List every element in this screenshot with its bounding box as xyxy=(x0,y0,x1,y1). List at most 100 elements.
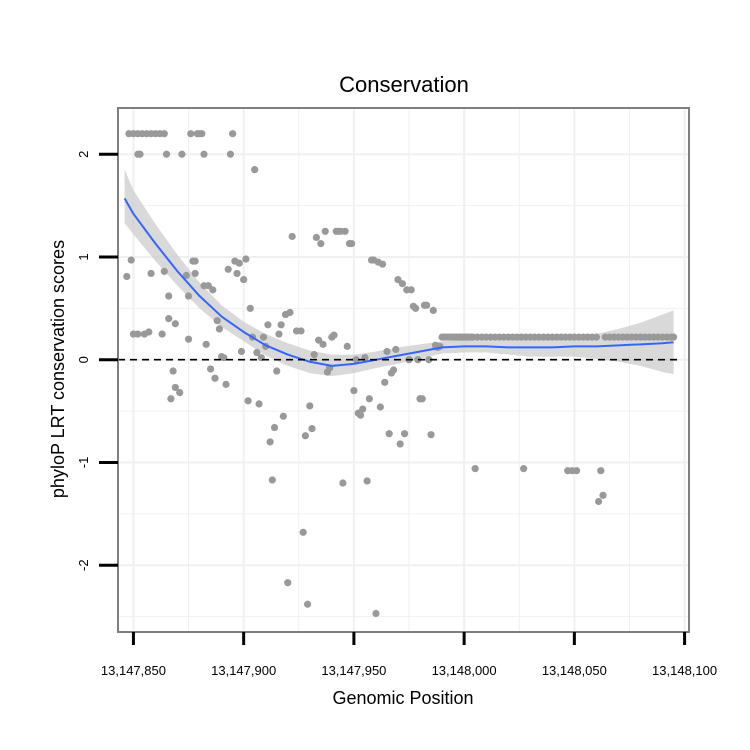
data-point xyxy=(184,292,193,300)
data-point xyxy=(268,476,276,484)
data-point xyxy=(209,286,217,294)
data-point xyxy=(319,340,327,348)
data-point xyxy=(147,269,155,278)
data-point xyxy=(171,383,179,392)
data-point xyxy=(339,479,347,487)
x-axis: 13,147,850 13,147,900 13,147,950 13,148,000… xyxy=(101,632,717,678)
data-point xyxy=(423,301,431,309)
data-point xyxy=(255,400,263,408)
data-point xyxy=(259,333,268,341)
data-point xyxy=(372,609,380,618)
data-point xyxy=(264,321,272,329)
y-tick-label: 2 xyxy=(76,151,91,158)
x-tick-label: 13,148,000 xyxy=(432,663,497,678)
data-point xyxy=(158,330,166,338)
data-point xyxy=(471,465,479,473)
data-point xyxy=(251,166,259,174)
data-point xyxy=(383,347,391,356)
data-point xyxy=(286,308,294,317)
smooth-line-layer xyxy=(123,197,674,367)
data-point xyxy=(242,255,250,263)
x-tick-label: 13,147,850 xyxy=(101,663,166,678)
confidence-ribbon xyxy=(124,169,674,377)
data-point xyxy=(284,579,292,587)
x-tick-label: 13,148,100 xyxy=(652,663,717,678)
data-point xyxy=(401,430,409,438)
data-point xyxy=(229,130,237,138)
data-point xyxy=(237,347,246,356)
data-point xyxy=(187,130,195,138)
data-point xyxy=(350,386,358,395)
data-point xyxy=(425,356,433,364)
data-point xyxy=(198,130,206,138)
data-point xyxy=(310,350,318,359)
data-point xyxy=(427,431,435,439)
data-point xyxy=(220,354,228,362)
data-point xyxy=(429,306,437,315)
data-point xyxy=(412,304,420,312)
data-point xyxy=(253,348,261,357)
y-tick-label: 1 xyxy=(76,253,91,260)
data-point xyxy=(240,275,248,284)
x-tick-label: 13,147,950 xyxy=(321,663,386,678)
data-point xyxy=(330,331,338,339)
data-point xyxy=(165,315,173,323)
data-point xyxy=(224,265,232,273)
data-point xyxy=(308,424,316,433)
data-point xyxy=(246,304,254,312)
y-tick-label: 0 xyxy=(76,356,91,363)
data-point xyxy=(275,330,283,338)
data-point xyxy=(169,367,177,375)
data-point xyxy=(592,333,601,341)
data-point xyxy=(191,269,199,278)
data-point xyxy=(277,321,285,329)
data-point xyxy=(288,232,296,241)
panel-border xyxy=(117,107,690,633)
x-tick-label: 13,148,050 xyxy=(542,663,607,678)
data-point xyxy=(136,150,144,158)
data-point xyxy=(233,269,241,278)
data-point xyxy=(392,345,400,354)
data-point xyxy=(398,280,406,288)
data-point xyxy=(341,227,349,235)
data-point xyxy=(145,328,153,336)
data-point xyxy=(191,257,199,265)
data-point xyxy=(167,395,175,403)
data-point xyxy=(359,405,367,413)
data-point xyxy=(200,150,208,158)
data-point xyxy=(134,330,142,338)
y-tick-label: -1 xyxy=(76,457,91,469)
data-point xyxy=(306,402,314,410)
data-point xyxy=(211,374,219,382)
data-point xyxy=(381,378,389,386)
data-point xyxy=(202,340,210,348)
data-point xyxy=(213,317,221,325)
data-point xyxy=(273,367,281,375)
data-point xyxy=(215,325,224,333)
data-point xyxy=(597,467,605,475)
confidence-ribbon-layer xyxy=(124,169,674,377)
data-point xyxy=(301,432,309,440)
points-layer xyxy=(123,130,678,618)
data-point xyxy=(389,366,398,374)
data-point xyxy=(356,411,365,419)
y-tick-label: -2 xyxy=(76,559,91,571)
data-point xyxy=(343,342,351,350)
smooth-line xyxy=(123,197,674,367)
data-point xyxy=(595,497,603,506)
data-point xyxy=(176,389,184,397)
data-point xyxy=(396,440,404,448)
data-point xyxy=(407,286,415,294)
data-point xyxy=(348,240,356,248)
data-point xyxy=(669,333,678,341)
data-point xyxy=(160,267,168,275)
data-point xyxy=(520,465,528,473)
data-point xyxy=(365,395,373,403)
data-point xyxy=(235,259,243,267)
data-point xyxy=(182,271,190,280)
data-point xyxy=(279,412,287,420)
data-point xyxy=(244,397,252,405)
data-point xyxy=(206,365,215,373)
data-point xyxy=(160,130,168,138)
